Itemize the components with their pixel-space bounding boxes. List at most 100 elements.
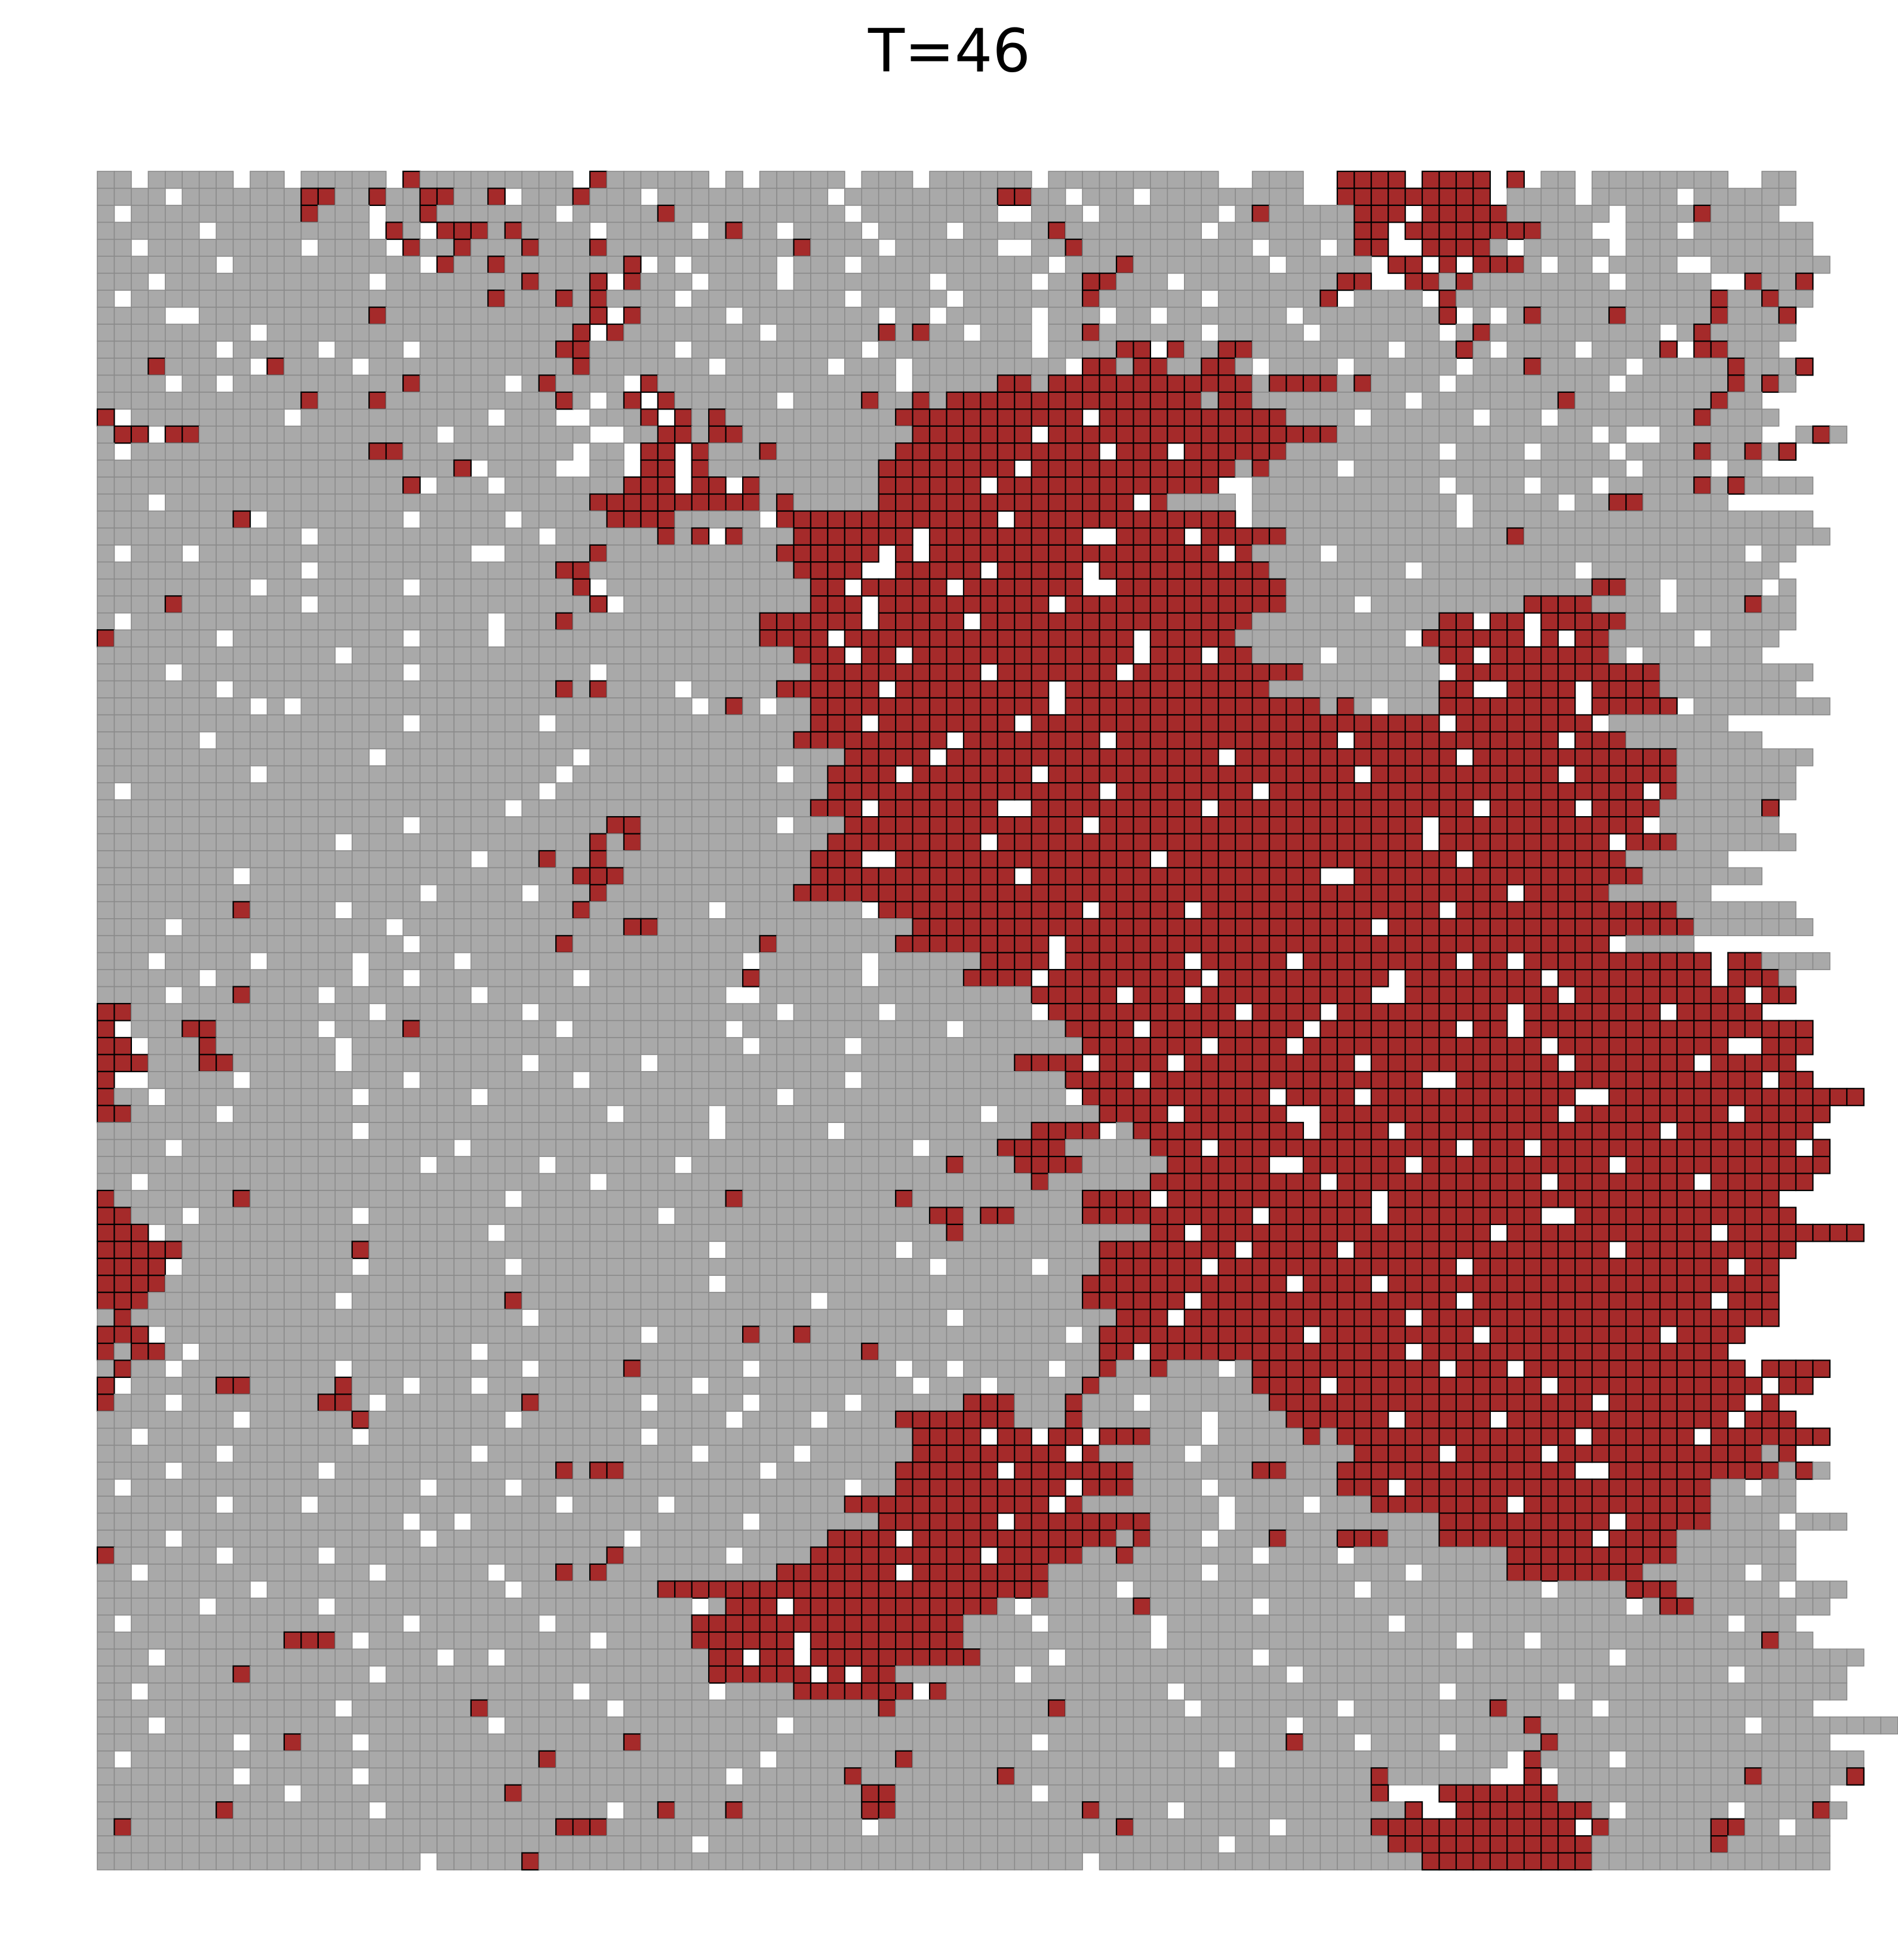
tree-cell [1490,272,1508,291]
tree-cell [266,459,285,478]
burning-cell [1217,697,1236,716]
tree-cell [232,476,251,495]
tree-cell [1048,1037,1066,1056]
tree-cell [708,816,727,835]
tree-cell [861,1003,879,1021]
tree-cell [759,918,777,937]
tree-cell [113,833,132,851]
tree-cell [742,290,761,308]
burning-cell [1217,425,1236,444]
tree-cell [1285,205,1304,223]
tree-cell [572,629,590,648]
burning-cell [1149,561,1168,580]
burning-cell [827,884,845,903]
tree-cell [1082,187,1100,206]
tree-cell [572,392,590,410]
tree-cell [946,952,964,970]
tree-cell [1524,578,1542,597]
tree-cell [1490,238,1508,257]
tree-cell [1353,358,1372,376]
burning-cell [1523,1020,1542,1039]
tree-cell [453,799,472,817]
tree-cell [793,290,811,308]
tree-cell [963,221,982,240]
tree-cell [1710,816,1729,835]
tree-cell [1693,595,1712,614]
burning-cell [1201,442,1219,461]
tree-cell [504,425,523,444]
tree-cell [453,1071,472,1090]
tree-cell [725,408,743,427]
burning-cell [1574,1002,1593,1021]
burning-cell [980,697,998,716]
burning-cell [1319,884,1338,903]
burning-cell [1217,969,1236,987]
burning-cell [1115,918,1134,937]
tree-cell [946,238,964,257]
tree-cell [436,238,455,257]
tree-cell [300,816,319,835]
tree-cell [1676,714,1695,733]
tree-cell [572,527,590,546]
tree-cell [147,1054,166,1072]
tree-cell [521,867,540,885]
burning-cell [1523,663,1542,682]
burning-cell [1251,1020,1271,1039]
burning-cell [1065,1020,1084,1039]
burning-cell [912,408,931,427]
tree-cell [250,748,268,767]
tree-cell [1150,256,1168,274]
burning-cell [1693,408,1712,427]
tree-cell [487,306,506,325]
burning-cell [1183,408,1202,427]
tree-cell [1591,358,1610,376]
tree-cell [674,765,693,784]
burning-cell [980,799,998,818]
tree-cell [1676,408,1695,427]
burning-cell [1557,918,1576,937]
burning-cell [996,612,1016,631]
tree-cell [623,629,642,648]
burning-cell [962,595,982,614]
burning-cell [1506,918,1525,937]
burning-cell [1030,816,1050,835]
tree-cell [232,442,251,461]
burning-cell [1523,867,1542,885]
burning-cell [1404,850,1423,869]
burning-cell [164,425,183,444]
tree-cell [1319,358,1338,376]
tree-cell [691,171,710,189]
tree-cell [742,408,761,427]
tree-cell [97,578,115,597]
burning-cell [1133,850,1151,869]
tree-cell [453,290,472,308]
tree-cell [640,425,659,444]
burning-cell [996,374,1016,393]
burning-cell [1557,1002,1576,1021]
tree-cell [419,663,438,682]
tree-cell [300,493,319,512]
tree-cell [1404,663,1423,682]
tree-cell [861,408,879,427]
tree-cell [997,171,1016,189]
burning-cell [1540,1002,1559,1021]
tree-cell [385,986,404,1004]
tree-cell [997,256,1016,274]
burning-cell [96,408,115,427]
tree-cell [113,238,132,257]
burning-cell [1608,952,1627,971]
burning-cell [1608,799,1627,818]
burning-cell [1710,306,1729,325]
tree-cell [674,969,693,987]
burning-cell [1574,765,1593,784]
burning-cell [1167,782,1185,801]
tree-cell [640,1003,659,1021]
tree-cell [1642,510,1661,529]
burning-cell [1336,697,1355,716]
burning-cell [1591,816,1610,835]
burning-cell [623,493,642,512]
burning-cell [1099,850,1118,869]
tree-cell [878,986,896,1004]
tree-cell [1235,290,1253,308]
burning-cell [1506,816,1525,835]
